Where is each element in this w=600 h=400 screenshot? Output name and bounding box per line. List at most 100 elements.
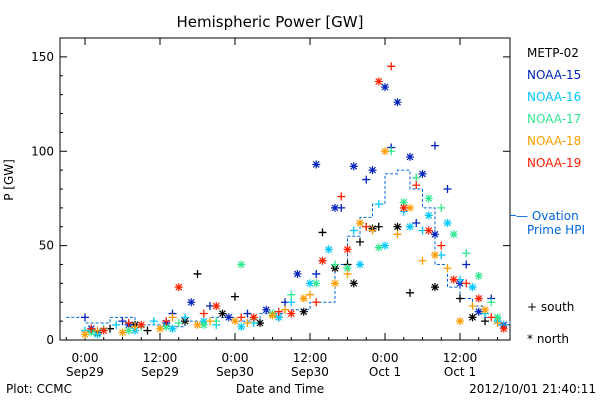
- legend-item-noaa-15: NOAA-15: [527, 68, 581, 82]
- north-point-noaa-16: [237, 322, 246, 331]
- north-point-noaa-16: [381, 241, 389, 250]
- south-point-noaa-17: [462, 249, 471, 258]
- legend-item-noaa-17: NOAA-17: [527, 112, 581, 126]
- north-point-metp-02: [349, 279, 358, 288]
- north-point-noaa-16: [306, 279, 314, 288]
- south-point-noaa-18: [243, 319, 252, 328]
- south-point-noaa-16: [374, 200, 383, 209]
- north-point-noaa-16: [324, 245, 333, 254]
- north-point-noaa-16: [274, 313, 283, 322]
- plot-frame: [59, 37, 511, 341]
- north-point-metp-02: [431, 283, 439, 292]
- north-point-noaa-18: [299, 294, 308, 303]
- north-point-metp-02: [393, 222, 402, 231]
- north-point-noaa-18: [156, 324, 164, 333]
- north-point-noaa-19: [318, 256, 327, 265]
- south-point-noaa-15: [312, 269, 321, 278]
- north-point-noaa-17: [449, 230, 458, 239]
- south-point-noaa-17: [331, 260, 339, 269]
- south-point-metp-02: [231, 292, 239, 301]
- north-point-noaa-15: [293, 269, 302, 278]
- x-tick-label-time: 12:00: [293, 351, 328, 365]
- north-point-noaa-17: [124, 326, 133, 335]
- legend-item-metp-02: METP-02: [527, 46, 579, 60]
- north-point-noaa-18: [356, 218, 364, 227]
- x-tick-label-date: Sep29: [66, 365, 104, 379]
- south-point-metp-02: [143, 326, 152, 335]
- north-point-noaa-15: [381, 83, 389, 92]
- south-point-noaa-17: [437, 203, 446, 212]
- legend-item-noaa-16: NOAA-16: [527, 90, 581, 104]
- south-point-noaa-15: [118, 317, 127, 326]
- north-point-noaa-17: [493, 313, 502, 322]
- y-tick-label: 150: [31, 50, 54, 64]
- north-point-noaa-18: [406, 203, 414, 212]
- south-point-noaa-16: [349, 226, 358, 235]
- x-tick-label-date: Sep30: [291, 365, 329, 379]
- south-point-noaa-18: [343, 269, 352, 278]
- x-tick-label-time: 0:00: [222, 351, 249, 365]
- north-point-noaa-18: [231, 317, 239, 326]
- north-point-noaa-19: [137, 320, 146, 329]
- north-point-noaa-18: [331, 279, 339, 288]
- south-point-noaa-19: [437, 241, 446, 250]
- south-point-noaa-16: [112, 320, 121, 329]
- north-point-noaa-17: [162, 322, 171, 331]
- south-point-noaa-19: [124, 319, 133, 328]
- south-point-metp-02: [356, 237, 364, 246]
- south-point-noaa-19: [387, 62, 396, 71]
- chart-title: Hemispheric Power [GW]: [177, 13, 364, 31]
- north-point-noaa-19: [343, 245, 352, 254]
- north-point-noaa-15: [312, 160, 321, 169]
- north-point-noaa-17: [399, 198, 408, 207]
- south-point-noaa-19: [362, 222, 371, 231]
- south-point-noaa-19: [87, 324, 96, 333]
- south-point-noaa-19: [162, 317, 171, 326]
- north-point-noaa-17: [199, 320, 208, 329]
- north-point-noaa-16: [356, 260, 364, 269]
- south-point-metp-02: [318, 228, 327, 237]
- north-point-noaa-19: [499, 324, 508, 333]
- north-point-noaa-17: [343, 264, 352, 273]
- north-point-noaa-18: [431, 251, 439, 260]
- south-point-noaa-18: [468, 302, 477, 311]
- south-point-metp-02: [193, 269, 202, 278]
- north-point-noaa-15: [224, 313, 233, 322]
- legend-item-ovation-line2: Prime HPI: [527, 223, 585, 237]
- north-point-noaa-19: [424, 226, 433, 235]
- north-point-noaa-19: [474, 294, 483, 303]
- y-tick-label: 100: [31, 144, 54, 158]
- north-point-noaa-18: [481, 305, 489, 314]
- south-point-noaa-17: [174, 319, 183, 328]
- south-point-noaa-19: [412, 181, 421, 190]
- north-point-noaa-15: [368, 166, 377, 175]
- south-point-noaa-19: [237, 313, 246, 322]
- south-point-noaa-18: [206, 317, 214, 326]
- north-point-noaa-18: [118, 328, 127, 337]
- south-point-noaa-15: [431, 141, 439, 150]
- south-point-noaa-15: [362, 175, 371, 184]
- north-point-metp-02: [256, 319, 264, 328]
- south-point-noaa-17: [412, 173, 421, 182]
- south-point-noaa-17: [287, 290, 296, 299]
- north-point-metp-02: [468, 313, 477, 322]
- north-point-noaa-16: [406, 222, 414, 231]
- y-tick-label: 50: [39, 239, 54, 253]
- legend-marker-north: * north: [527, 332, 569, 346]
- north-point-noaa-15: [187, 298, 196, 307]
- south-point-noaa-15: [81, 313, 89, 322]
- north-point-noaa-15: [393, 98, 402, 107]
- legend-marker-south: + south: [527, 300, 574, 314]
- south-point-noaa-18: [168, 313, 177, 322]
- north-point-noaa-16: [168, 324, 177, 333]
- x-axis-label: Date and Time: [236, 382, 324, 396]
- plot-area: 0501001500:00Sep2912:00Sep290:00Sep3012:…: [31, 37, 516, 379]
- north-point-noaa-15: [418, 169, 427, 178]
- north-point-noaa-16: [468, 283, 477, 292]
- x-tick-label-time: 12:00: [443, 351, 478, 365]
- south-point-metp-02: [374, 222, 383, 231]
- y-tick-label: 0: [46, 333, 54, 347]
- south-point-noaa-18: [493, 319, 502, 328]
- south-point-noaa-18: [418, 256, 427, 265]
